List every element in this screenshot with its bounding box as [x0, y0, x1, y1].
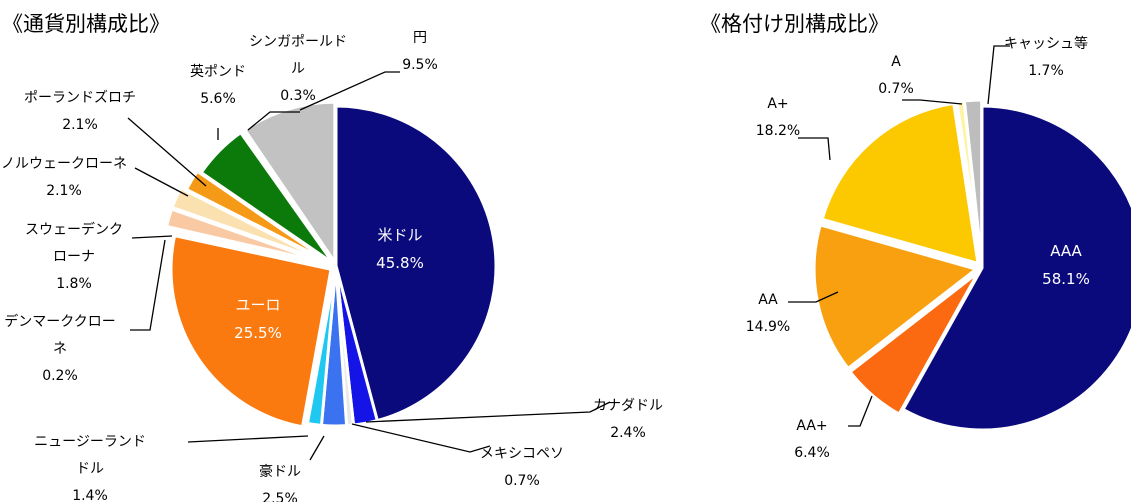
slice-name-label: ユーロ — [235, 296, 280, 314]
slice-value-label: 1.8% — [56, 276, 92, 292]
pie-slice — [305, 264, 338, 427]
slice-value-label: 0.2% — [42, 368, 78, 384]
leader-line — [187, 435, 309, 443]
currency-chart-title: 《通貨別構成比》 — [2, 12, 170, 36]
slice-value-label: 2.1% — [46, 183, 82, 199]
leader-line — [848, 395, 873, 427]
slice-value-label: 45.8% — [376, 254, 424, 272]
slice-value-label: 5.6% — [200, 91, 236, 107]
pie-slice — [901, 104, 1131, 432]
slice-value-label: 2.1% — [62, 117, 98, 133]
slice-name-label: ニュージーランド — [34, 434, 146, 450]
leader-line — [987, 45, 1010, 105]
slice-name-label: 英ポンド — [190, 63, 246, 80]
pie-slice — [820, 101, 980, 265]
slice-name-label: AAA — [1050, 242, 1082, 260]
slice-value-label: 18.2% — [756, 123, 800, 139]
slice-name-label: デンマーククロー — [4, 313, 115, 330]
leader-line — [130, 239, 166, 331]
leader-line — [788, 291, 839, 303]
pie-slice — [184, 169, 331, 264]
pie-slice — [848, 271, 980, 416]
leader-line — [299, 71, 400, 111]
slice-value-label: 1.4% — [72, 488, 108, 502]
slice-name-label: メキシコペソ — [480, 446, 564, 462]
slice-name-label: AA+ — [796, 418, 827, 434]
slice-name-label: ル — [291, 61, 305, 77]
slice-value-label: 0.7% — [878, 81, 914, 97]
leader-line — [134, 167, 189, 197]
leader-line — [131, 235, 173, 239]
slice-value-label: 0.3% — [280, 88, 316, 104]
pie-slice — [170, 186, 325, 262]
leader-line — [247, 111, 300, 131]
slice-name-label: スウェーデンク — [25, 221, 123, 238]
slice-value-label: 9.5% — [402, 57, 438, 73]
slice-name-label: カナダドル — [593, 398, 663, 414]
slice-value-label: 25.5% — [234, 324, 282, 342]
slice-name-label: 円 — [413, 30, 427, 46]
pie-slice — [243, 100, 337, 264]
slice-value-label: 0.7% — [504, 473, 540, 489]
slice-name-label: ローナ — [53, 249, 95, 265]
slice-name-label: A+ — [767, 96, 788, 112]
pie-slice — [165, 207, 325, 264]
pie-slice — [812, 223, 978, 370]
slice-name-label: 米ドル — [377, 226, 422, 244]
leader-line — [365, 401, 611, 423]
slice-value-label: 2.5% — [262, 491, 298, 502]
leader-line — [309, 435, 325, 461]
slice-value-label: 58.1% — [1042, 270, 1090, 288]
slice-value-label: 6.4% — [794, 445, 830, 461]
slice-name-label: ノルウェークローネ — [1, 156, 127, 172]
slice-value-label: 2.4% — [610, 425, 646, 441]
pie-slice — [334, 104, 498, 423]
slice-name-label: ネ — [53, 341, 67, 357]
slice-value-label: 1.7% — [1028, 63, 1064, 79]
leader-line — [902, 99, 963, 105]
leader-line — [127, 117, 207, 187]
slice-name-label: ポーランドズロチ — [24, 90, 136, 106]
leader-line — [798, 137, 831, 161]
pie-slice — [169, 234, 333, 429]
slice-value-label: 14.9% — [746, 319, 790, 335]
slice-name-label: A — [891, 54, 901, 70]
rating-chart-title: 《格付け別構成比》 — [700, 12, 889, 36]
slice-name-label: AA — [758, 292, 778, 308]
leader-line — [351, 423, 491, 453]
slice-name-label: ドル — [76, 461, 104, 477]
slice-name-label: キャッシュ等 — [1004, 35, 1088, 52]
pie-slice — [962, 98, 984, 264]
slice-name-label: シンガポールド — [249, 34, 347, 50]
slice-name-label: 豪ドル — [259, 464, 301, 480]
